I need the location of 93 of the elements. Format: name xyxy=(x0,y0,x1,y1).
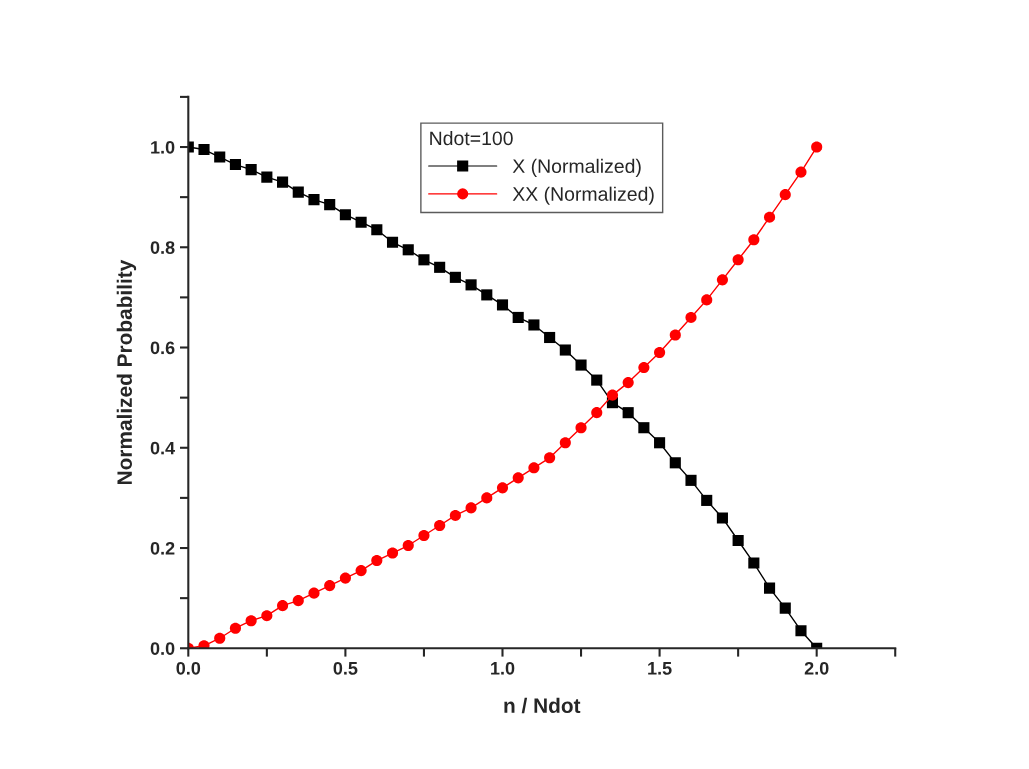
point xyxy=(575,422,587,434)
point xyxy=(245,164,257,176)
point xyxy=(764,582,776,594)
point xyxy=(701,294,713,306)
point xyxy=(496,299,509,311)
point xyxy=(638,362,650,374)
x-tick-label: 2.0 xyxy=(804,661,829,675)
point xyxy=(528,319,540,331)
point xyxy=(402,539,414,552)
y-tick-label: 0.4 xyxy=(150,441,176,455)
point xyxy=(654,437,666,449)
point xyxy=(779,602,791,614)
point xyxy=(355,216,367,228)
point xyxy=(512,472,524,484)
point xyxy=(669,329,681,341)
point xyxy=(591,407,603,419)
point xyxy=(779,189,791,201)
x-tick-label: 1.0 xyxy=(491,661,515,675)
x-tick-label: 1.5 xyxy=(648,662,672,675)
point xyxy=(764,211,776,223)
point xyxy=(575,359,587,371)
point xyxy=(685,311,697,323)
legend-label: XX (Normalized) xyxy=(512,186,654,205)
point xyxy=(292,595,304,607)
point xyxy=(732,534,744,547)
point xyxy=(261,610,273,622)
point xyxy=(544,331,556,344)
point xyxy=(465,279,477,291)
point xyxy=(591,374,603,386)
point xyxy=(386,547,399,559)
point xyxy=(449,271,461,283)
point xyxy=(622,377,634,389)
point xyxy=(371,224,383,236)
point xyxy=(277,176,289,188)
point xyxy=(214,632,226,644)
point xyxy=(339,209,351,221)
point xyxy=(748,557,760,569)
point xyxy=(512,311,524,323)
point xyxy=(748,234,760,246)
point xyxy=(418,529,430,542)
point xyxy=(418,254,430,266)
point xyxy=(292,186,304,198)
point xyxy=(716,274,728,286)
point xyxy=(371,554,383,567)
point xyxy=(465,502,477,514)
legend-title: Ndot=100 xyxy=(430,130,513,146)
point xyxy=(339,572,351,584)
point xyxy=(496,482,509,494)
y-axis-title: Normalized Probability xyxy=(116,259,137,485)
point xyxy=(669,457,681,469)
point xyxy=(355,565,367,577)
point xyxy=(229,159,241,171)
point xyxy=(386,236,399,248)
point xyxy=(245,615,257,627)
x-axis-title: n / Ndot xyxy=(504,697,581,714)
y-tick-label: 0.0 xyxy=(150,642,175,655)
point xyxy=(198,143,210,156)
y-tick-label: 0.6 xyxy=(150,341,175,355)
y-tick-label: 0.8 xyxy=(150,241,175,254)
y-tick-label: 0.2 xyxy=(150,541,175,555)
point xyxy=(214,151,226,163)
point xyxy=(481,289,493,301)
point xyxy=(795,625,807,637)
point xyxy=(716,512,728,524)
point xyxy=(261,171,273,183)
point xyxy=(449,509,461,521)
y-tick-label: 1.0 xyxy=(151,140,175,154)
point xyxy=(402,244,414,256)
point xyxy=(795,166,807,178)
legend-label: X (Normalized) xyxy=(512,158,641,177)
point xyxy=(324,199,336,211)
point xyxy=(434,519,446,532)
point xyxy=(324,580,336,592)
point xyxy=(277,600,289,612)
point xyxy=(308,194,320,206)
x-tick-label: 0.5 xyxy=(333,661,358,675)
point xyxy=(559,344,571,356)
point xyxy=(544,452,556,464)
point xyxy=(229,622,241,634)
point xyxy=(622,407,634,419)
x-tick-label: 0.0 xyxy=(176,661,201,675)
point xyxy=(701,494,713,506)
point xyxy=(606,389,619,401)
point xyxy=(308,587,320,599)
point xyxy=(732,254,744,266)
point xyxy=(654,346,666,359)
point xyxy=(811,141,823,153)
point xyxy=(434,261,446,273)
point xyxy=(638,422,650,434)
point xyxy=(559,437,571,449)
point xyxy=(685,474,697,486)
point xyxy=(528,462,540,474)
point xyxy=(481,492,493,504)
